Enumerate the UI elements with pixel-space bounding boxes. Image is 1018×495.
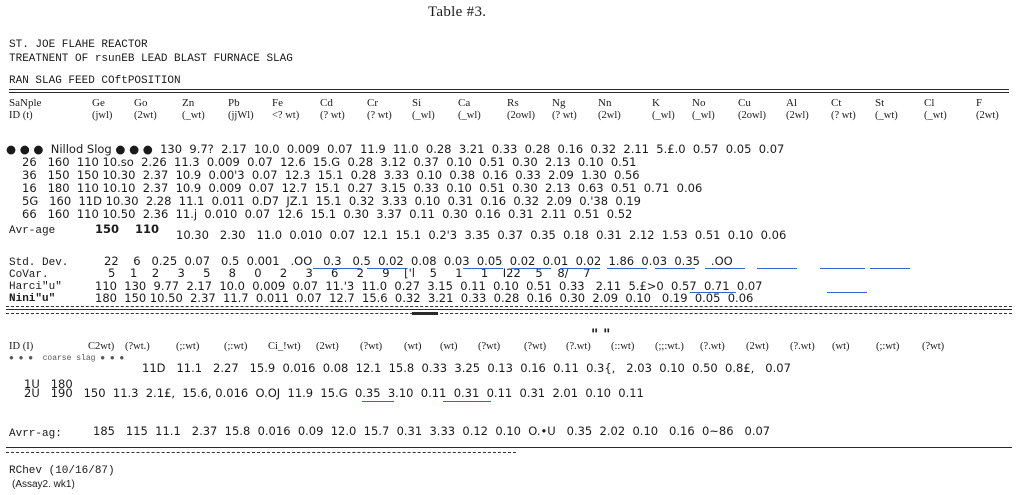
table1-row: 26 160 110 10.so 2.26 11.3 0.009 0.07 12… bbox=[22, 155, 637, 169]
min-values: 180 150 10.50 2.37 11.7 0.011 0.07 12.7 … bbox=[95, 291, 754, 305]
max-values: 110 130 9.77 2.17 10.0 0.009 0.07 11.'3 … bbox=[95, 279, 763, 293]
table2-col-2: (?wt.) bbox=[125, 341, 150, 352]
table2-col-8: (wt) bbox=[404, 341, 422, 352]
table2-col-3: (;:wt) bbox=[176, 341, 200, 352]
table1-col-13: K bbox=[652, 97, 660, 109]
header-line-1: ST. JOE FLAHE REACTOR bbox=[9, 39, 148, 51]
covar-label: CoVar. bbox=[9, 269, 49, 281]
table1-col-12: Nn bbox=[598, 97, 612, 109]
table1-unit-15: (2owl) bbox=[738, 110, 766, 121]
table1-unit-6: (? wt) bbox=[320, 110, 345, 121]
header-line-2: TREATNENT OF rsunEB LEAD BLAST FURNACE S… bbox=[9, 53, 293, 65]
table1-unit-7: (? wt) bbox=[367, 110, 392, 121]
table2-col-17: (?.wt) bbox=[790, 341, 815, 352]
table2-col-6: (2wt) bbox=[316, 341, 339, 352]
footer-author: RChev (10/16/87) bbox=[9, 465, 115, 477]
table2-marker: " " bbox=[591, 327, 611, 343]
table1-unit-0: ID (t) bbox=[9, 110, 33, 121]
table1-row: 66 160 110 10.50 2.36 11.j 0.010 0.07 12… bbox=[22, 207, 633, 221]
stddev-values: 22 6 0.25 0.07 0.5 0.001 .OO 0.3 0.5 0.0… bbox=[104, 254, 733, 268]
table2-col-18: (wt) bbox=[832, 341, 850, 352]
table1-unit-3: (_wt) bbox=[182, 110, 205, 121]
covar-values: 5 1 2 3 5 8 0 2 3 6 2 9 ['l 5 1 1 I22 5 … bbox=[108, 266, 591, 280]
table2-col-5: Ci_!wt) bbox=[268, 341, 301, 352]
table1-unit-20: (2wt) bbox=[976, 110, 999, 121]
table1-col-5: Fe bbox=[272, 97, 283, 109]
max-label: Harci"u" bbox=[9, 281, 62, 293]
table1-unit-5: <? wt) bbox=[272, 110, 300, 121]
average-go: 110 bbox=[135, 222, 160, 236]
table1-col-0: SaNple bbox=[9, 97, 42, 109]
table2-col-10: (?wt) bbox=[478, 341, 501, 352]
table1-unit-9: (_wl) bbox=[458, 110, 481, 121]
table1-col-6: Cd bbox=[320, 97, 333, 109]
table1-unit-1: (jwl) bbox=[92, 110, 113, 121]
table1-row: 36 150 150 10.30 2.37 10.9 0.00'3 0.07 1… bbox=[22, 168, 640, 182]
table1-col-11: Ng bbox=[552, 97, 566, 109]
average-ge: 150 bbox=[95, 222, 120, 236]
table1-col-20: F bbox=[976, 97, 983, 109]
table2-col-9: (wt) bbox=[440, 341, 458, 352]
average-label: Avr-age bbox=[9, 225, 56, 237]
table2-row: 2U 190 150 11.3 2.1£, 15.6, 0.016 O.OJ 1… bbox=[24, 386, 644, 400]
table1-col-8: Si bbox=[412, 97, 422, 109]
table1-col-14: No bbox=[692, 97, 706, 109]
table2-col-12: (?.wt) bbox=[566, 341, 591, 352]
table2-col-14: (;;:wt.) bbox=[655, 341, 684, 352]
table1-unit-16: (2wl) bbox=[786, 110, 809, 121]
min-label: Nini"u" bbox=[9, 293, 56, 305]
table1-unit-8: (_wl) bbox=[412, 110, 435, 121]
table1-col-9: Ca bbox=[458, 97, 471, 109]
table1-unit-2: (2wt) bbox=[134, 110, 157, 121]
table1-unit-17: (? wt) bbox=[831, 110, 856, 121]
table2-col-0: ID (I) bbox=[9, 341, 34, 352]
table1-unit-14: (_wl) bbox=[692, 110, 715, 121]
table2-col-11: (?wt) bbox=[524, 341, 547, 352]
table1-col-19: Cl bbox=[924, 97, 935, 109]
average-values: 10.30 2.30 11.0 0.010 0.07 12.1 15.1 0.2… bbox=[176, 228, 787, 242]
table1-col-16: Al bbox=[786, 97, 797, 109]
table2-average-label: Avrr-ag: bbox=[9, 428, 62, 440]
table2-row: 1U 180 bbox=[24, 377, 73, 391]
table1-unit-11: (? wt) bbox=[552, 110, 577, 121]
table1-col-17: Ct bbox=[831, 97, 842, 109]
footer-file: (Assay2. wk1) bbox=[12, 479, 75, 490]
table2-sublabel: ● ● ● coarse slag ● ● ● bbox=[9, 354, 125, 363]
table1-col-1: Ge bbox=[92, 97, 105, 109]
table1-unit-19: (_wt) bbox=[924, 110, 947, 121]
table2-average-values: 185 115 11.1 2.37 15.8 0.016 0.09 12.0 1… bbox=[93, 424, 771, 438]
header-line-3: RAN SLAG FEED COftPOSITION bbox=[9, 75, 181, 87]
table1-unit-13: (_wl) bbox=[652, 110, 675, 121]
table1-col-7: Cr bbox=[367, 97, 378, 109]
table1-col-2: Go bbox=[134, 97, 148, 109]
table1-col-15: Cu bbox=[738, 97, 751, 109]
table1-col-10: Rs bbox=[507, 97, 519, 109]
table2-col-16: (2wt) bbox=[746, 341, 769, 352]
table1-row: 16 180 110 10.10 2.37 10.9 0.009 0.07 12… bbox=[22, 181, 703, 195]
stddev-label: Std. Dev. bbox=[9, 257, 69, 269]
table2-col-7: (?wt) bbox=[360, 341, 383, 352]
page-title: Table #3. bbox=[428, 4, 487, 20]
table1-row: 5G 160 11D 10.30 2.28 11.1 0.011 0.D7 JZ… bbox=[22, 194, 641, 208]
table2-row: 11D 11.1 2.27 15.9 0.016 0.08 12.1 15.8 … bbox=[142, 361, 791, 375]
table1-unit-4: (jjWl) bbox=[228, 110, 254, 121]
table2-col-19: (;:wt) bbox=[876, 341, 900, 352]
table2-col-1: C2wt) bbox=[88, 341, 115, 352]
table1-unit-10: (2owl) bbox=[507, 110, 535, 121]
table1-col-3: Zn bbox=[182, 97, 195, 109]
table1-col-4: Pb bbox=[228, 97, 240, 109]
table1-row: ● ● ● Nillod Slog ● ● ● 130 9.7? 2.17 10… bbox=[6, 142, 785, 156]
table1-unit-12: (2wl) bbox=[598, 110, 621, 121]
table2-col-13: (::wt) bbox=[611, 341, 635, 352]
table2-col-15: (?.wt) bbox=[700, 341, 725, 352]
table2-col-4: (;:wt) bbox=[224, 341, 248, 352]
table1-unit-18: (_wt) bbox=[875, 110, 898, 121]
table1-col-18: St bbox=[875, 97, 885, 109]
table2-col-20: (?wt) bbox=[922, 341, 945, 352]
